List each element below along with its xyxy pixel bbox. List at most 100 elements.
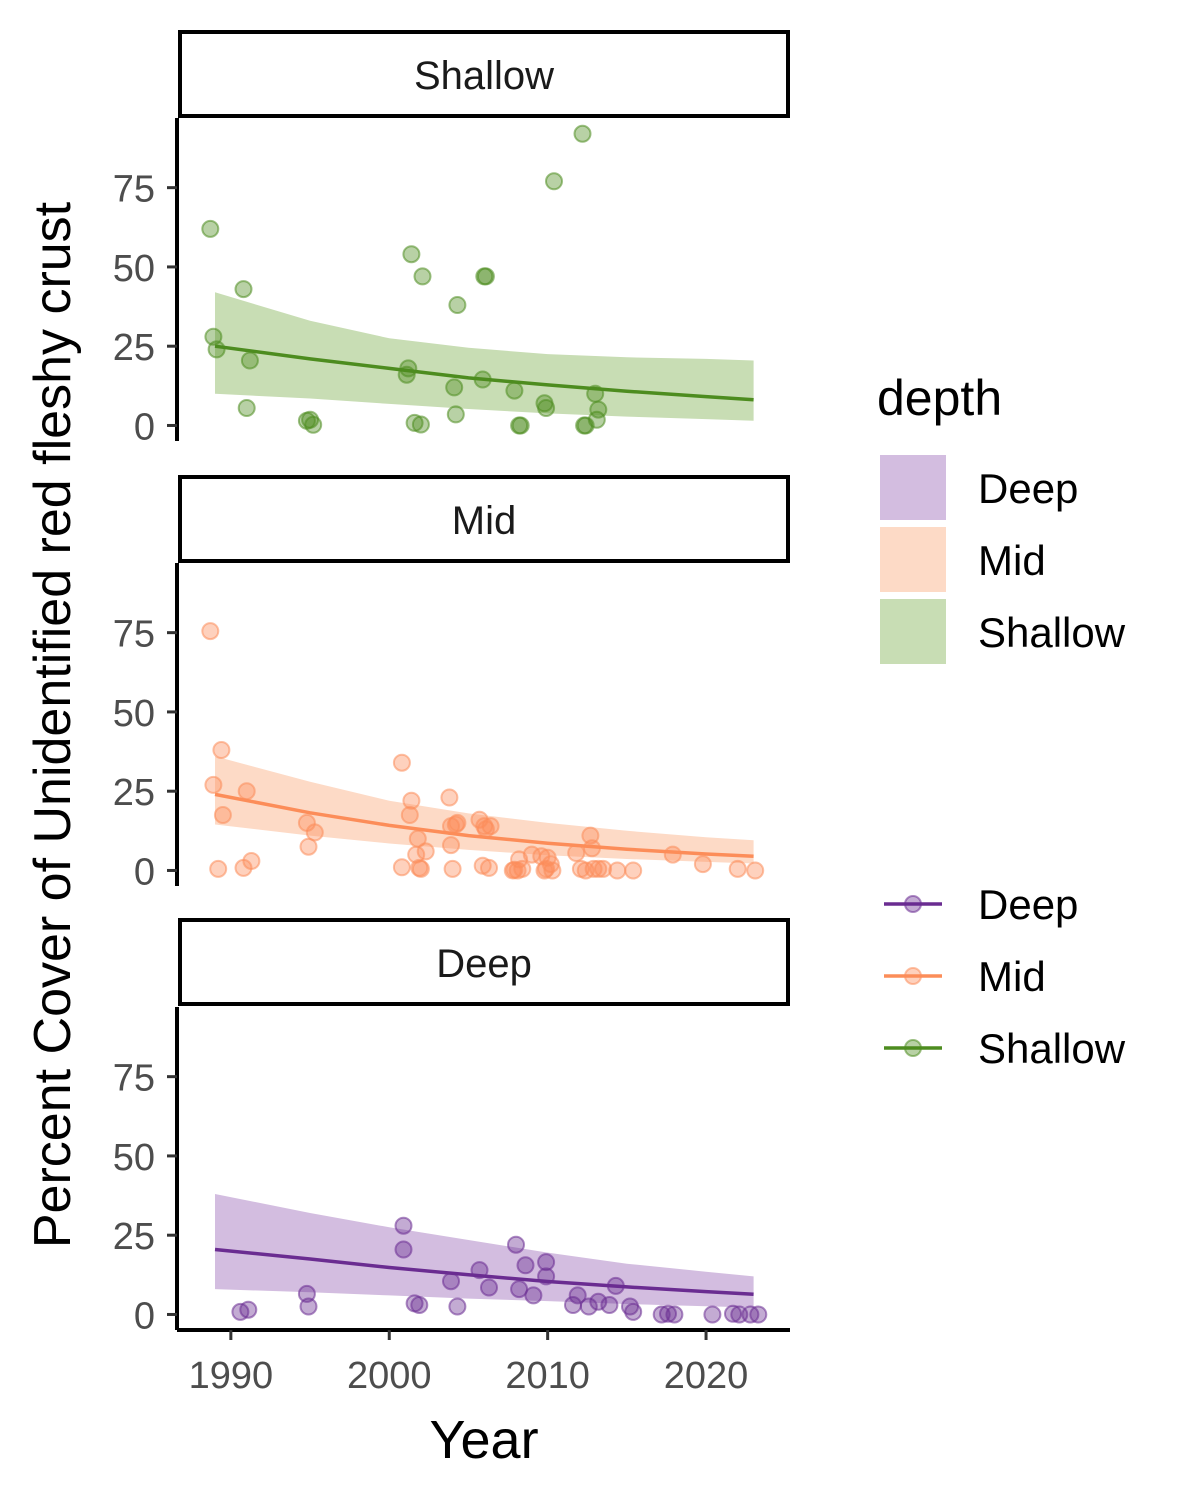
data-point-1-19 [416,842,435,861]
data-point-1-20 [440,788,459,807]
legend-fill-title: depth [877,370,1002,426]
data-point-1-47 [581,826,600,845]
data-point-0-20 [476,267,495,286]
data-point-0-27 [573,124,592,143]
legend-fill-label-shallow: Shallow [978,609,1126,656]
fit-line-2 [214,1247,754,1296]
data-point-1-51 [594,859,613,878]
data-point-0-2 [207,340,226,359]
data-point-1-14 [402,791,421,810]
data-point-1-3 [212,741,231,759]
y-tick-label-0-0: 0 [134,406,155,448]
data-point-1-57 [746,861,765,880]
legend-fill-key-deep [880,455,946,520]
data-point-1-6 [237,782,256,801]
data-point-1-10 [305,823,324,842]
data-point-1-13 [400,806,419,824]
facet-strip-label-1: Mid [452,499,516,543]
legend-line-key-mid [884,967,942,985]
y-tick-label-0-3: 75 [113,169,155,211]
x-axis: 1990 2000 2010 2020 [177,1328,790,1397]
data-point-0-13 [411,415,430,434]
data-point-2-26 [652,1305,671,1324]
data-point-2-4 [394,1216,413,1235]
plot-area-2: 0 25 50 75 [113,1007,768,1337]
data-point-2-19 [568,1286,587,1305]
legend-fill-key-shallow [880,599,946,664]
y-tick-label-2-0: 0 [134,1295,155,1337]
data-point-1-4 [213,806,232,824]
data-point-0-25 [537,399,556,417]
data-point-1-18 [411,859,430,878]
data-point-0-5 [240,351,259,370]
fit-line-1 [214,792,754,858]
confidence-ribbon-0 [215,292,754,421]
data-point-2-3 [299,1297,318,1316]
plot-area-0: 0 25 50 75 [113,118,754,448]
facet-strip-0 [178,30,790,118]
data-point-1-50 [589,859,608,878]
data-point-0-26 [545,172,563,191]
data-point-1-56 [728,859,747,878]
facet-strip-label-2: Deep [436,942,532,986]
y-tick-label-2-3: 75 [113,1058,155,1100]
data-point-2-7 [410,1296,429,1314]
y-tick-label-1-0: 0 [134,851,155,893]
x-tick-label-2: 2010 [505,1355,590,1397]
facet-panel-1: Mid 0 25 50 75 [113,475,790,893]
legend-line-key-shallow [884,1039,942,1057]
data-point-0-21 [505,381,524,400]
data-point-2-14 [516,1256,535,1275]
data-point-1-7 [242,852,261,870]
legend-line-label-shallow: Shallow [978,1025,1126,1072]
data-point-0-17 [448,296,467,314]
y-tick-label-2-1: 25 [113,1216,155,1258]
y-tick-label-0-2: 50 [113,248,155,290]
data-point-1-22 [442,836,460,855]
y-tick-label-2-2: 50 [113,1137,155,1179]
x-axis-title: Year [429,1410,538,1470]
legend-line-key-deep [884,895,942,913]
data-point-2-25 [624,1302,643,1321]
data-point-2-11 [480,1278,498,1297]
data-point-1-30 [480,858,498,877]
data-point-2-5 [394,1240,413,1259]
data-point-2-22 [600,1296,619,1314]
data-point-1-2 [209,859,228,878]
facet-strip-2 [178,918,790,1006]
y-tick-label-0-1: 25 [113,327,155,369]
data-point-1-23 [443,859,462,878]
data-point-0-23 [511,416,530,435]
data-point-1-11 [392,753,411,772]
x-tick-label-0: 1990 [189,1355,274,1397]
legend-fill-label-deep: Deep [978,465,1078,512]
legend-line-point-0 [904,895,922,913]
data-point-0-3 [234,280,253,299]
data-point-1-36 [513,859,532,878]
data-point-0-32 [589,400,608,419]
data-point-1-49 [584,859,603,878]
facet-strip-label-0: Shallow [414,54,554,98]
y-axis-title: Percent Cover of Unidentified red fleshy… [24,201,82,1248]
data-point-1-12 [392,858,411,877]
data-point-1-25 [448,813,467,832]
data-point-0-16 [446,405,465,424]
facet-panel-2: Deep 0 25 50 75 [113,918,790,1337]
data-point-2-16 [537,1253,556,1272]
data-point-1-42 [541,855,560,874]
data-point-2-29 [703,1305,722,1324]
data-point-2-9 [448,1297,467,1316]
confidence-ribbon-1 [215,756,754,864]
data-point-1-0 [201,622,220,641]
data-point-1-43 [543,861,562,880]
x-tick-label-3: 2020 [664,1355,749,1397]
data-point-1-54 [663,845,682,864]
data-point-2-30 [724,1304,742,1323]
legend-line-label-deep: Deep [978,881,1078,928]
data-point-2-20 [579,1297,598,1316]
legend-fill-key-mid [880,527,946,592]
data-point-2-28 [665,1305,684,1324]
data-point-2-8 [442,1272,460,1291]
legend-fill: depth Deep Mid Shallow [877,370,1126,664]
